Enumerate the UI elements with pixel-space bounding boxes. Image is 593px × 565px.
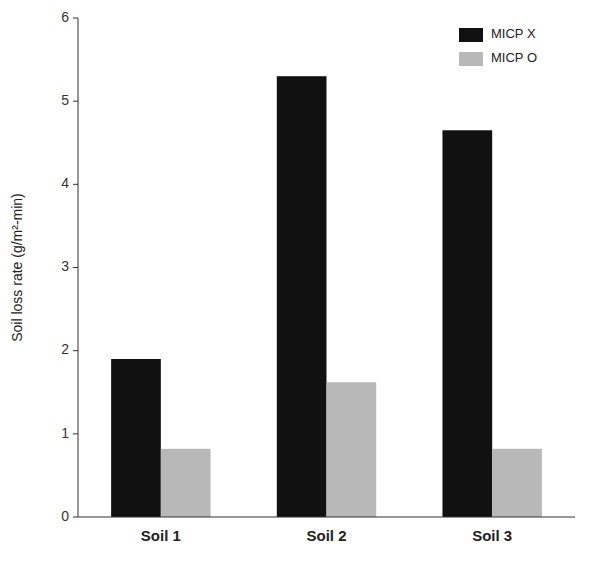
y-tick-label: 4 [61,175,69,191]
x-axis [78,517,575,518]
chart: 0 1 2 3 4 5 6 Soil 1 Soil 2 Soil 3 Soil loss rate … [0,0,593,565]
legend-swatch [459,52,483,66]
bar [442,130,492,517]
bars [111,76,542,517]
legend: MICP X MICP O [459,26,537,66]
y-axis [78,18,79,517]
y-tick [73,18,78,19]
y-tick [73,433,78,434]
category-label: Soil 3 [472,527,512,544]
bar [492,449,542,517]
category-label: Soil 2 [306,527,346,544]
bar [161,449,211,517]
legend-label: MICP O [491,50,537,65]
y-tick-label: 1 [61,425,69,441]
y-tick [73,101,78,102]
legend-label: MICP X [491,26,536,41]
y-tick-label: 3 [61,258,69,274]
legend-swatch [459,28,483,42]
y-tick-label: 5 [61,92,69,108]
y-tick-label: 2 [61,341,69,357]
y-axis-label: Soil loss rate (g/m²-min) [9,193,25,342]
y-tick [73,350,78,351]
y-tick-label: 6 [61,9,69,25]
category-label: Soil 1 [141,527,181,544]
y-tick-label: 0 [61,508,69,524]
y-tick [73,267,78,268]
bar [327,382,377,517]
bar [277,76,327,517]
y-tick [73,517,78,518]
y-tick [73,184,78,185]
bar [111,359,161,517]
